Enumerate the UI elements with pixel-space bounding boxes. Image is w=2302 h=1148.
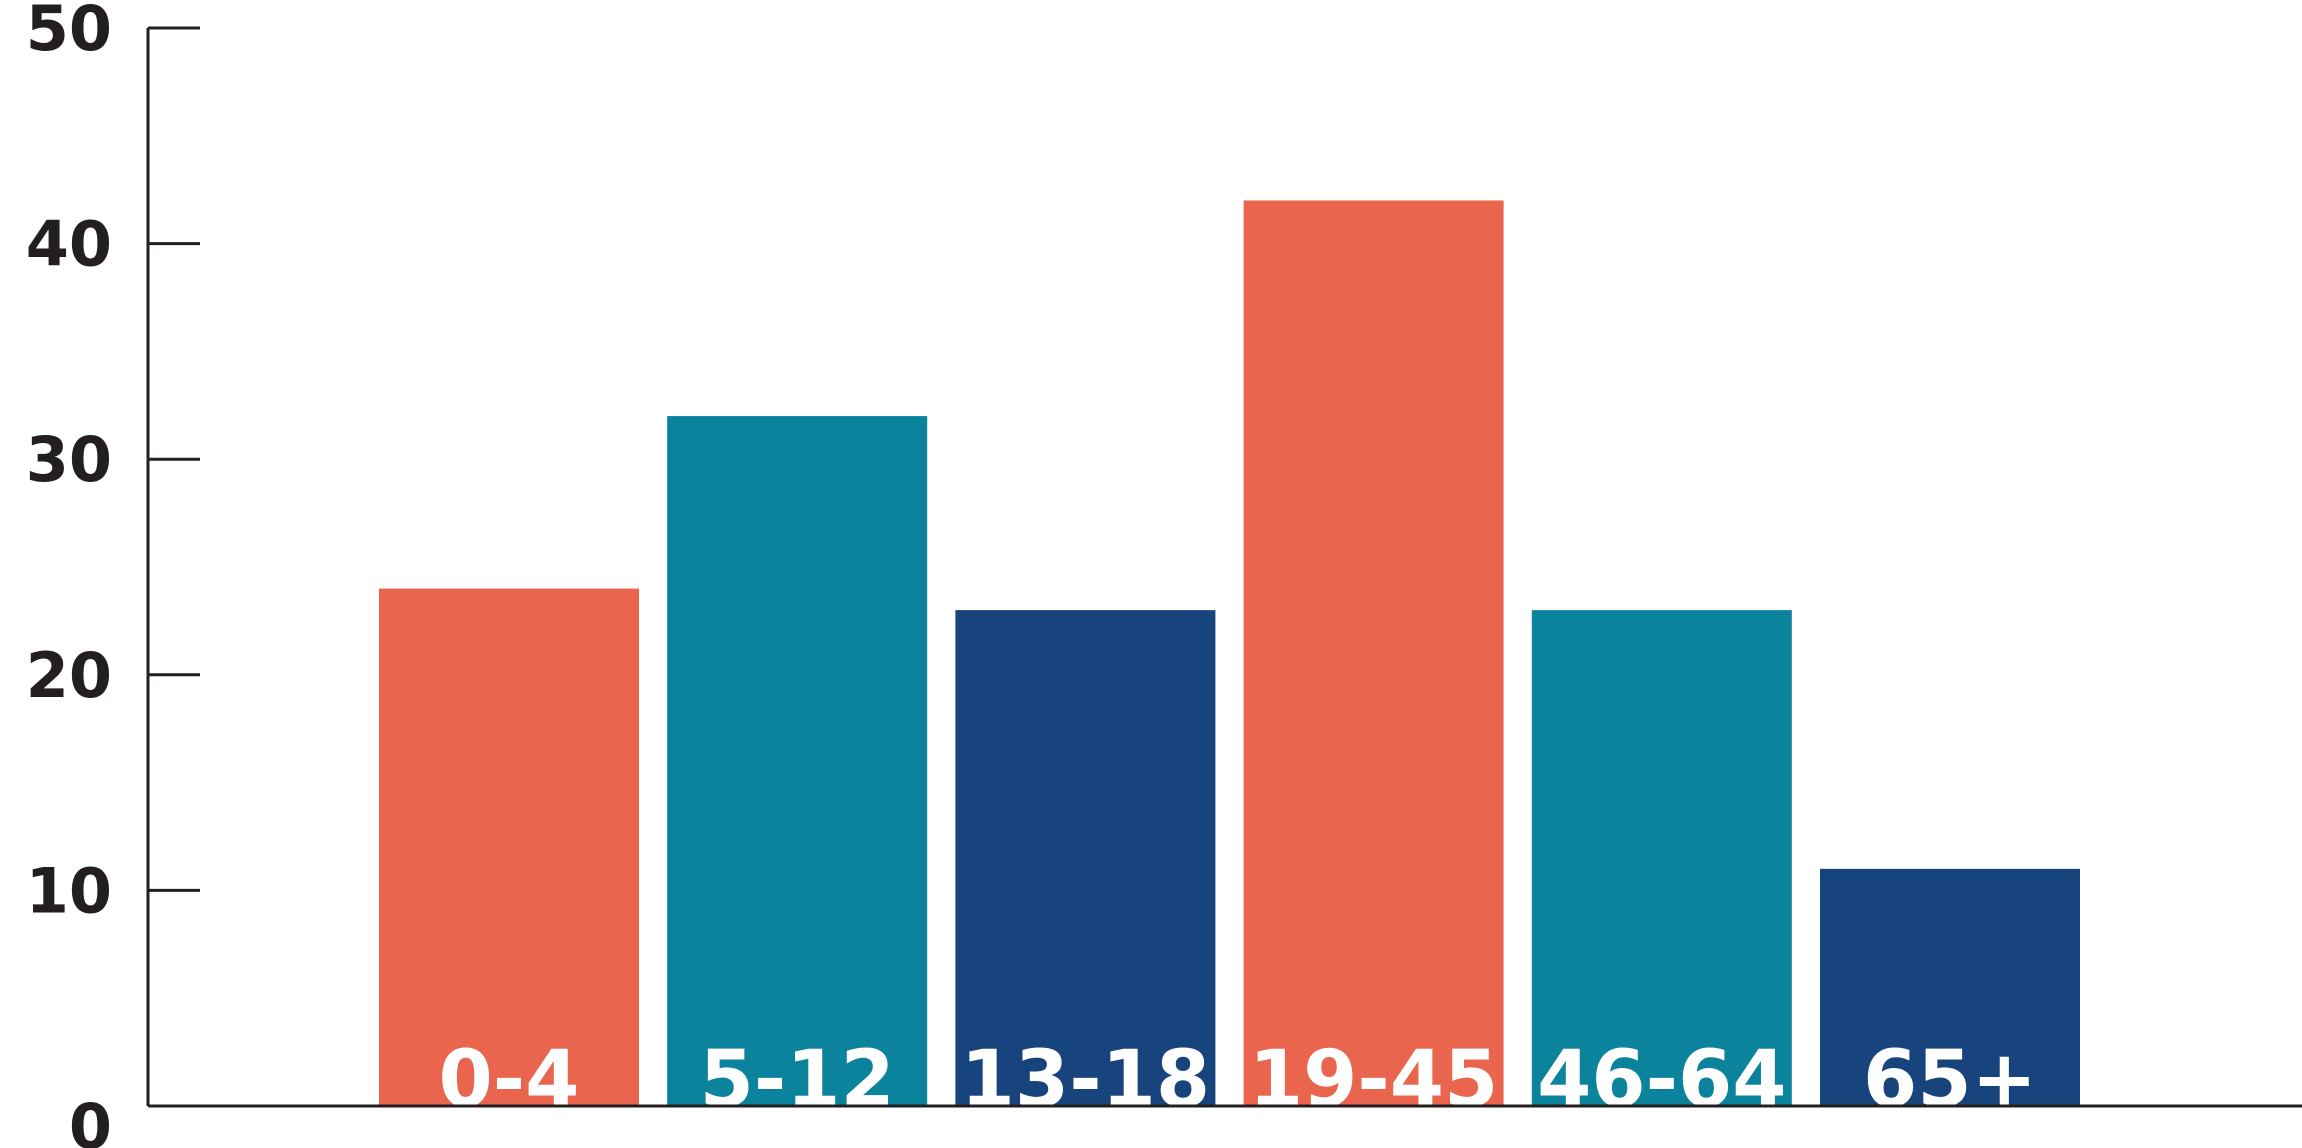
bars xyxy=(379,200,2080,1107)
y-tick-label: 50 xyxy=(26,0,112,65)
y-tick-label: 30 xyxy=(26,423,112,496)
y-axis: 0 10 20 30 40 50 xyxy=(26,0,200,1148)
y-tick-label: 20 xyxy=(26,639,112,712)
bar-46-64 xyxy=(1531,610,1792,1106)
category-label: 5-12 xyxy=(700,1035,895,1125)
y-tick-label: 10 xyxy=(26,854,112,927)
category-label: 13-18 xyxy=(961,1035,1210,1125)
bar-65+ xyxy=(1820,868,2080,1106)
category-labels: 0-4 5-12 13-18 19-45 46-64 65+ xyxy=(439,1035,2037,1125)
bar-19-45 xyxy=(1243,200,1504,1107)
bar-13-18 xyxy=(955,610,1216,1106)
category-label: 0-4 xyxy=(439,1035,580,1125)
category-label: 65+ xyxy=(1863,1035,2037,1125)
y-tick-label: 40 xyxy=(26,208,112,281)
bar-0-4 xyxy=(379,588,639,1106)
category-label: 19-45 xyxy=(1249,1035,1498,1125)
bar-5-12 xyxy=(667,416,928,1107)
category-label: 46-64 xyxy=(1537,1035,1786,1125)
y-tick-label: 0 xyxy=(69,1090,112,1148)
